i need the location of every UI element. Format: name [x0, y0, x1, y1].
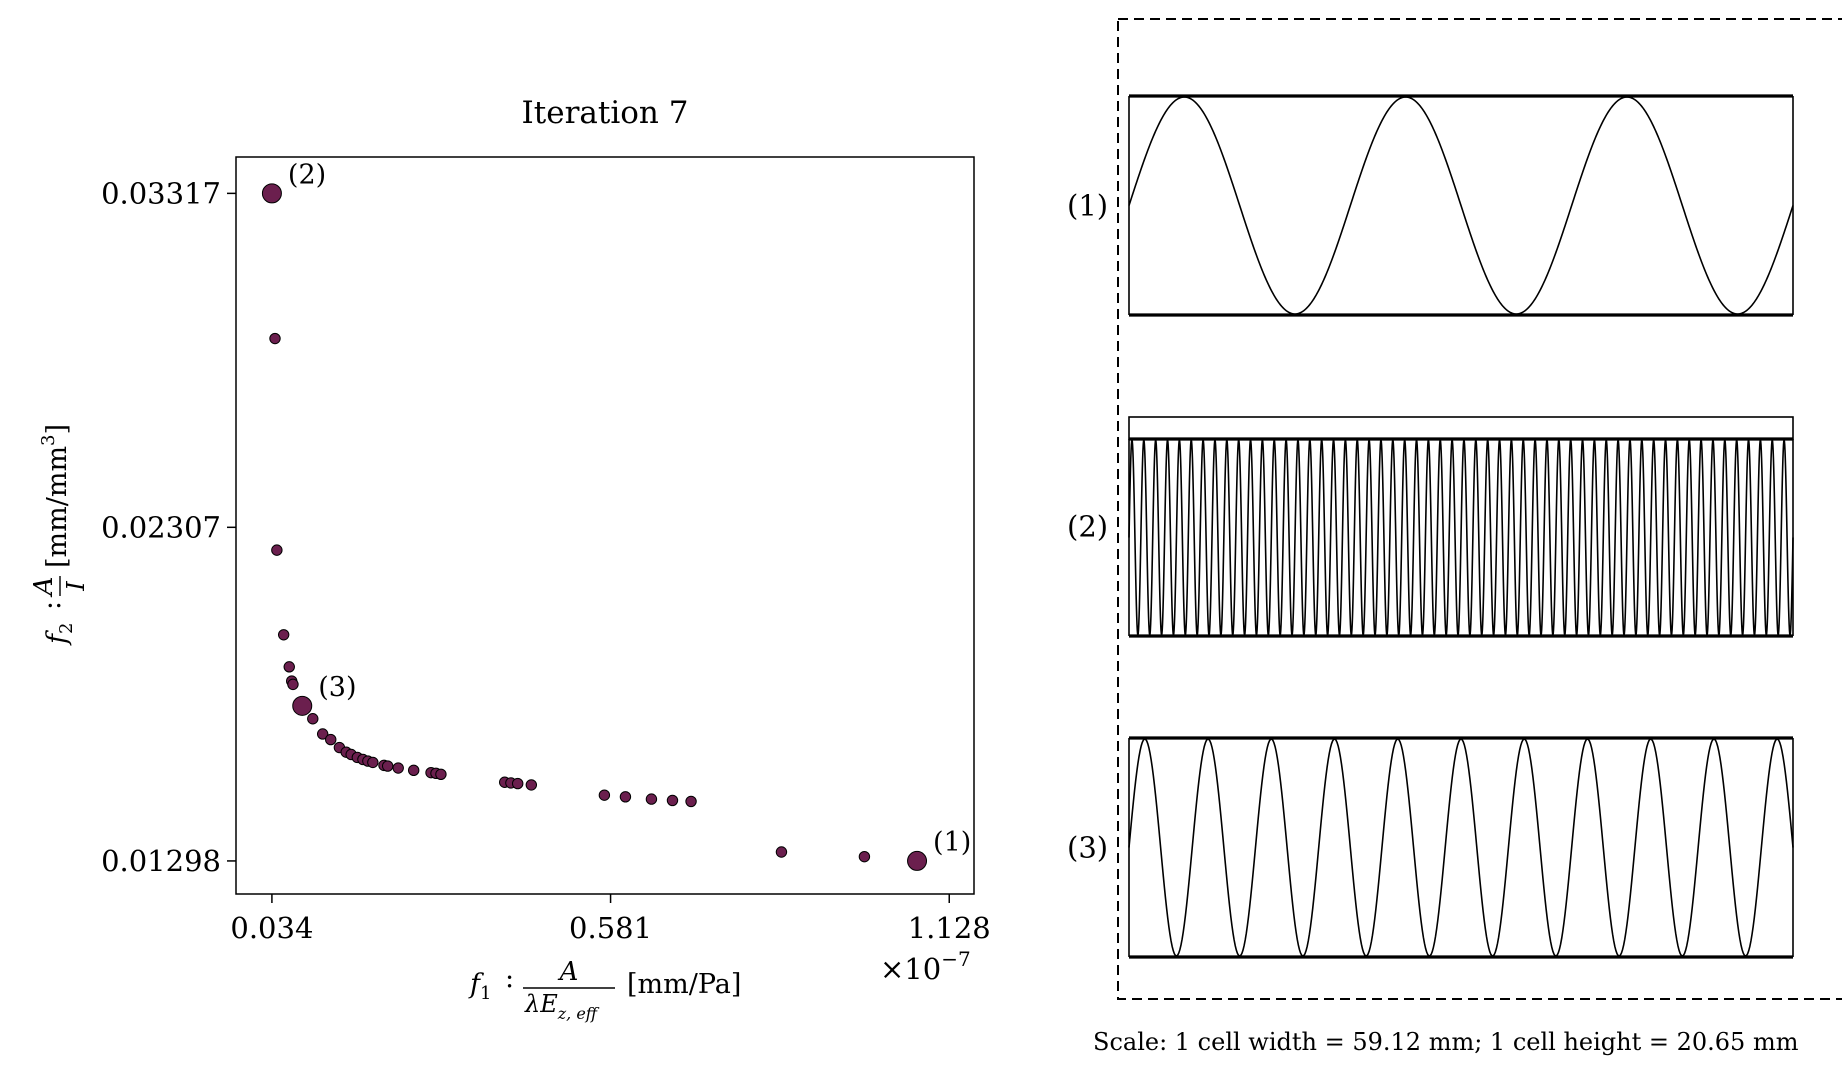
svg-text:[mm/mm3]: [mm/mm3]: [38, 424, 73, 568]
data-point: [277, 629, 290, 641]
cell-label: (2): [1067, 510, 1108, 544]
data-point: [512, 777, 524, 790]
data-point: [367, 756, 379, 769]
svg-text::: :: [36, 601, 67, 610]
data-point: [269, 332, 281, 345]
panel-border: [1117, 18, 1842, 1000]
cell-slab: [1128, 416, 1794, 440]
highlighted-point: [261, 183, 282, 204]
data-point: [271, 544, 283, 556]
data-point: [316, 728, 329, 740]
y-tick-label: 0.01298: [101, 844, 221, 878]
data-point: [407, 764, 420, 777]
cell-geometry: (1): [1067, 94, 1794, 317]
y-axis-ticks: 0.01298 0.02307 0.03317: [101, 176, 236, 878]
data-points: [261, 183, 928, 871]
cell-panel: (1) (2) (3) Scale: 1 cell width = 59.12 mm…: [1067, 18, 1842, 1056]
x-offset-text: ×10−7: [880, 947, 971, 986]
chart-title: Iteration 7: [522, 95, 689, 131]
cell-label: (3): [1067, 831, 1108, 865]
svg-text:f1: f1: [468, 969, 491, 1004]
data-point: [283, 661, 295, 673]
data-point: [525, 779, 538, 791]
svg-text:A: A: [29, 577, 59, 598]
data-point: [645, 793, 658, 805]
data-point: [381, 760, 394, 772]
svg-text:[mm/Pa]: [mm/Pa]: [627, 969, 741, 1000]
data-point: [858, 850, 871, 863]
point-label: (3): [318, 672, 356, 703]
cell-geometry: (2): [1067, 416, 1794, 638]
data-point: [325, 733, 337, 746]
cell-wave: [1128, 96, 1794, 315]
point-label: (1): [933, 827, 971, 858]
data-point: [287, 678, 299, 691]
x-axis-ticks: 0.034 0.581 1.128: [230, 894, 991, 945]
data-point: [685, 795, 697, 808]
svg-text:λEz, eff: λEz, eff: [524, 990, 600, 1023]
data-point: [392, 762, 404, 774]
data-point: [619, 791, 632, 803]
x-tick-label: 0.034: [230, 911, 313, 945]
y-axis-label: f2 : A I [mm/mm3]: [29, 424, 90, 646]
cell-wave: [1128, 738, 1794, 957]
data-point: [307, 713, 319, 725]
point-labels: (2) (3) (1): [288, 159, 971, 858]
y-tick-label: 0.03317: [101, 176, 221, 210]
scatter-chart: Iteration 7 0.034 0.581 1.128 0.01298 0.023…: [29, 95, 991, 1023]
x-tick-label: 0.581: [569, 911, 652, 945]
plot-frame: [235, 156, 975, 895]
x-tick-label: 1.128: [908, 911, 991, 945]
data-point: [435, 768, 447, 781]
data-point: [666, 794, 679, 807]
svg-text:f2: f2: [42, 623, 77, 646]
highlighted-point: [292, 695, 313, 716]
x-axis-label: f1 : A λEz, eff [mm/Pa]: [468, 957, 741, 1023]
y-tick-label: 0.02307: [101, 510, 221, 544]
scale-text: Scale: 1 cell width = 59.12 mm; 1 cell h…: [1093, 1028, 1799, 1056]
cell-label: (1): [1067, 189, 1108, 223]
svg-text:A: A: [558, 957, 579, 987]
cell-geometry: (3): [1067, 736, 1794, 959]
svg-text:I: I: [62, 581, 90, 592]
point-label: (2): [288, 159, 326, 190]
data-point: [598, 789, 611, 801]
data-point: [775, 846, 788, 858]
cell-wave: [1128, 439, 1794, 636]
svg-text::: :: [505, 963, 514, 994]
highlighted-point: [907, 850, 928, 871]
